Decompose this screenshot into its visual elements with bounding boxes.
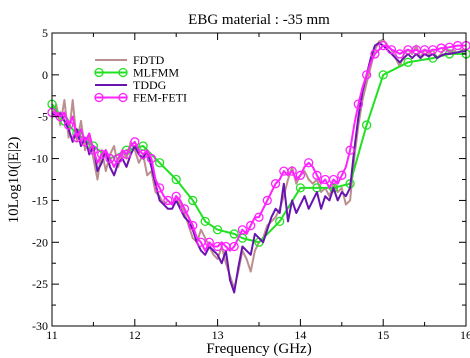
- data-point-mlfmm: [200, 216, 210, 227]
- data-point-mlfmm: [171, 174, 181, 185]
- data-point-fem-feti: [88, 145, 99, 155]
- y-tick-label: -10: [32, 152, 48, 166]
- data-point-fem-feti: [188, 220, 198, 231]
- x-tick-label: 11: [46, 328, 58, 342]
- data-point-fem-feti: [254, 212, 264, 222]
- chart-title: EBG material : -35 mm: [188, 12, 330, 28]
- data-point-mlfmm: [275, 216, 285, 227]
- legend-marker: [118, 92, 128, 103]
- legend-item-fem-feti: FEM-FETI: [94, 91, 187, 105]
- data-point-mlfmm: [361, 120, 372, 130]
- data-point-fem-feti: [146, 153, 157, 164]
- x-axis-title: Frequency (GHz): [206, 341, 311, 357]
- data-point-fem-feti: [287, 166, 297, 176]
- legend-marker: [94, 92, 104, 103]
- data-point-mlfmm: [378, 70, 388, 80]
- legend-marker: [118, 67, 128, 78]
- data-point-fem-feti: [138, 149, 148, 160]
- data-point-fem-feti: [113, 153, 123, 164]
- data-point-mlfmm: [295, 183, 306, 193]
- x-tick-label: 16: [460, 328, 470, 342]
- data-point-fem-feti: [63, 120, 74, 130]
- data-point-mlfmm: [188, 195, 198, 206]
- data-point-fem-feti: [171, 191, 181, 201]
- x-tick-label: 15: [377, 328, 389, 342]
- series-line-tddg: [51, 42, 466, 294]
- data-point-fem-feti: [337, 170, 347, 180]
- data-point-fem-feti: [72, 132, 82, 143]
- data-point-mlfmm: [212, 225, 223, 235]
- series-fdtd: [51, 38, 466, 290]
- data-point-fem-feti: [163, 195, 173, 206]
- data-point-fem-feti: [204, 237, 214, 247]
- legend-item-tddg: TDDG: [95, 78, 167, 92]
- data-point-fem-feti: [97, 149, 107, 160]
- legend-label: MLFMM: [133, 66, 179, 80]
- y-tick-label: 5: [42, 26, 48, 40]
- data-point-fem-feti: [121, 149, 132, 160]
- series-tddg: [51, 42, 466, 294]
- data-point-fem-feti: [328, 174, 339, 185]
- y-tick-label: -15: [32, 193, 48, 207]
- data-point-fem-feti: [270, 179, 281, 189]
- data-point-fem-feti: [130, 137, 140, 147]
- data-point-fem-feti: [386, 45, 397, 55]
- data-point-fem-feti: [262, 195, 272, 206]
- data-point-fem-feti: [361, 70, 372, 80]
- data-point-fem-feti: [229, 241, 239, 252]
- data-point-mlfmm: [403, 57, 413, 67]
- data-point-fem-feti: [304, 158, 314, 168]
- x-tick-label: 14: [294, 328, 306, 342]
- x-tick-label: 12: [129, 328, 141, 342]
- data-point-fem-feti: [154, 183, 165, 193]
- series-line-fem-feti: [52, 44, 466, 252]
- data-point-fem-feti: [345, 145, 355, 155]
- legend-label: FEM-FETI: [133, 91, 187, 105]
- data-point-fem-feti: [295, 170, 306, 180]
- data-point-fem-feti: [395, 49, 405, 59]
- data-point-fem-feti: [246, 220, 256, 231]
- data-point-mlfmm: [229, 229, 239, 239]
- legend-label: FDTD: [133, 53, 165, 67]
- legend-item-mlfmm: MLFMM: [94, 66, 179, 80]
- legend-item-fdtd: FDTD: [95, 53, 165, 67]
- plot-frame: [51, 32, 467, 327]
- data-point-fem-feti: [370, 49, 380, 59]
- data-point-fem-feti: [353, 99, 364, 109]
- y-tick-label: 0: [42, 68, 48, 82]
- x-tick-label: 13: [212, 328, 224, 342]
- series-layer: [47, 38, 470, 294]
- data-point-fem-feti: [237, 225, 248, 235]
- y-tick-label: -5: [38, 110, 48, 124]
- data-point-fem-feti: [378, 40, 388, 51]
- y-tick-label: -20: [32, 235, 48, 249]
- legend-label: TDDG: [133, 78, 167, 92]
- data-point-fem-feti: [80, 137, 90, 147]
- data-point-mlfmm: [154, 158, 165, 168]
- y-tick-label: -30: [32, 319, 48, 333]
- data-point-fem-feti: [179, 204, 190, 214]
- y-tick-label: -25: [32, 277, 48, 291]
- legend-marker: [94, 67, 104, 78]
- ticks-layer: 11 12 13 14 15 16 -30 -25 -20 -15 -10 -5 0 5: [32, 26, 470, 342]
- data-point-fem-feti: [312, 170, 322, 180]
- series-line-fdtd: [51, 38, 466, 290]
- y-axis-title: 10Log10(|E|2): [6, 137, 22, 224]
